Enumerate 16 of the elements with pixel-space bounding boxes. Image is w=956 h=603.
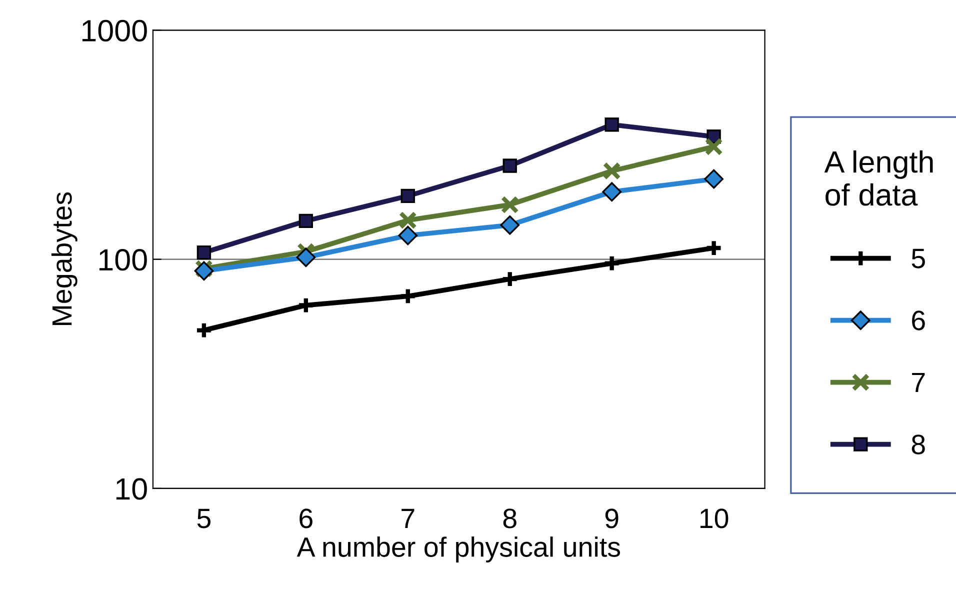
x-tick-label: 10 [700, 508, 728, 528]
x-tick-label: 9 [605, 508, 618, 528]
legend-label: 7 [912, 372, 925, 392]
x-tick-label: 7 [402, 508, 414, 528]
x-axis-title: A number of physical units [296, 536, 620, 562]
legend-label: 8 [912, 434, 925, 454]
x-tick-label: 5 [197, 508, 211, 528]
x-tick-label: 8 [503, 508, 516, 528]
legend-label: 5 [912, 248, 925, 268]
legend-label: 6 [912, 310, 925, 330]
legend-title: A length of data [824, 150, 933, 206]
y-tick-label: 1000 [82, 20, 147, 42]
y-tick-label: 100 [99, 249, 147, 271]
x-tick-label: 6 [300, 508, 312, 528]
y-tick-label: 10 [116, 478, 147, 500]
y-axis-title: Megabytes [51, 192, 78, 325]
